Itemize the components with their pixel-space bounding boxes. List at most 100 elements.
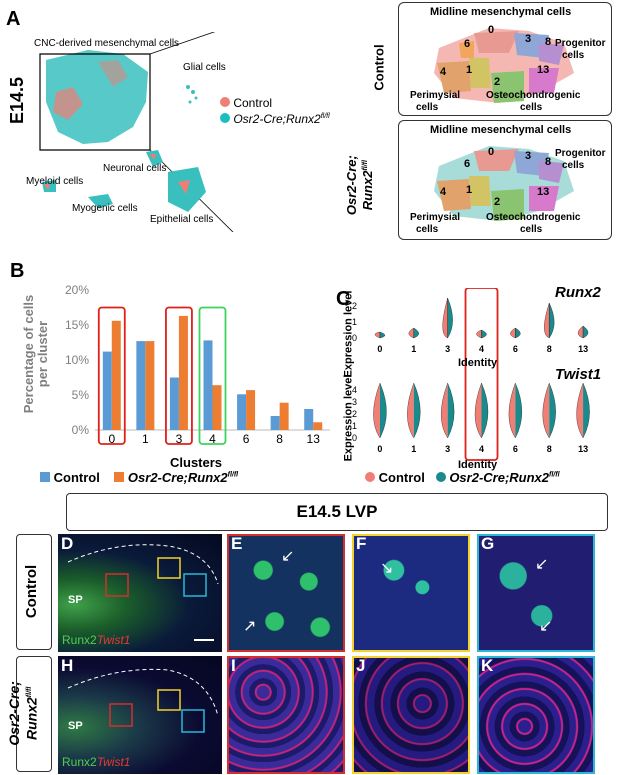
glial-label: Glial cells [183,62,226,73]
panel-letter-i: I [231,656,236,675]
lower-title-box: E14.5 LVP [66,493,608,531]
runx2-x-tick: 8 [547,344,552,354]
inset-control-plot [434,28,574,103]
violin-runx2-mutant-1 [413,327,419,339]
violin-twist1-control-6 [508,382,516,439]
violin-twist1-control-3 [440,382,448,439]
twist1-x-tick: 13 [578,444,588,454]
legend-b-mutant-sup: fl/fl [227,471,239,479]
h-sp: SP [68,720,83,732]
row-label-mutant-a-1: Osr2-Cre; [343,155,359,216]
inset-control [398,2,612,116]
d-outline [67,544,219,641]
legend-c-mutant: Osr2-Cre;Runx2 [449,470,550,485]
violin-twist1-control-4 [474,382,482,439]
d-sp: SP [68,594,83,606]
d-stain-twist1: Twist1 [96,633,131,647]
legend-c-control: Control [378,470,425,485]
runx2-y-tick: 1 [352,317,357,327]
legend-b-control: Control [53,470,100,485]
inset-m-cl2: 2 [494,196,501,208]
e-arrow-1: ↙ [281,548,295,565]
inset-c-osteo-1: Osteochondrogenic [486,90,581,101]
legend-b-swatch-control [40,472,50,482]
twist1-x-tick: 3 [445,444,450,454]
bar-control-1 [136,341,146,430]
violin-runx2-mutant-3 [447,297,453,339]
f-arrow: ↘ [380,560,394,577]
c-xlabel-1: Identity [458,357,498,369]
g-arrow-1: ↙ [535,556,549,573]
runx2-x-tick: 6 [513,344,518,354]
twist1-x-tick: 4 [479,444,484,454]
legend-b-swatch-mutant [114,472,125,482]
violin-runx2-control-13 [577,325,584,339]
y-tick-label: 15% [65,318,89,332]
cnc-label: CNC-derived mesenchymal cells [34,38,180,49]
panel-letter-a: A [6,8,21,30]
violin-twist1-control-1 [407,382,414,439]
legend-c-dot-mutant [435,472,446,482]
inset-m-progenitor-1: Progenitor [555,148,606,159]
bar-control-8 [270,416,280,430]
bar-mutant-8 [279,402,289,430]
inset-c-progenitor-1: Progenitor [555,38,606,49]
violin-runx2-control-4 [476,329,482,339]
inset-c-osteo-2: cells [520,102,543,113]
bar-mutant-4 [212,385,222,430]
bar-mutant-0 [111,320,121,430]
legend-a-mutant-sup: fl/fl [320,113,330,120]
violin-twist1-control-13 [576,382,584,439]
inset-m-cl4: 4 [440,186,447,198]
legend-c-mutant-sup: fl/fl [549,471,560,479]
twist1-x-tick: 6 [513,444,518,454]
twist1-y-tick: 3 [352,397,357,407]
lower-title: E14.5 LVP [296,502,378,521]
inset-m-cl6: 6 [464,158,471,170]
micrograph-f: ↘ [352,534,470,652]
b-xlabel: Clusters [170,455,223,470]
violin-twist1-mutant-3 [447,382,455,439]
legend-dot-mutant [220,113,230,123]
legend-a-control-label: Control [233,96,273,110]
g-arrow-2: ↙ [539,618,553,635]
legend-dot-control [220,97,230,107]
d-stain: Runx2Twist1 [62,633,130,647]
panel-letter-k: K [481,656,494,675]
y-tick-label: 10% [65,353,89,367]
h-outline [67,668,219,733]
legend-b: Control Osr2-Cre;Runx2fl/fl [40,470,238,485]
x-tick-label: 6 [243,432,250,446]
inset-c-progenitor-2: cells [562,50,585,61]
x-tick-label: 3 [176,432,183,446]
violin-twist1-mutant-1 [413,382,421,439]
d-stain-runx2: Runx2 [62,633,97,647]
violin-twist1-mutant-4 [481,382,489,439]
bar-chart: 0%5%10%15%20%0 1 3 4 6 8 13 [65,283,330,446]
violin-runx2-mutant-8 [549,302,555,339]
row-label-mutant-lower-1: Osr2-Cre; [5,681,22,746]
inset-c-midline: Midline mesenchymal cells [430,6,572,18]
inset-c-cl4: 4 [440,66,447,78]
twist1-x-tick: 1 [411,444,416,454]
c-gene2: Twist1 [555,366,602,383]
panel-letter-c: C [336,288,351,310]
panel-letter-b: B [10,260,25,282]
twist1-y-tick: 4 [352,385,357,395]
inset-c-cl6: 6 [464,38,471,50]
inset-m-cl3: 3 [525,150,532,162]
umap-plot [39,32,234,232]
panel-letter-j: J [356,656,366,675]
runx2-x-tick: 13 [578,344,588,354]
violin-runx2-control-3 [442,297,448,339]
bar-control-6 [237,394,247,430]
micrograph-k [477,656,595,774]
h-stain-twist1: Twist1 [96,755,131,769]
panel-letter-g: G [481,534,495,553]
inset-c-cl3: 3 [525,33,532,45]
legend-a-mutant-label: Osr2-Cre;Runx2 [233,112,321,126]
inset-m-cl13: 13 [537,186,550,198]
inset-mutant [398,120,612,240]
inset-m-perimysial-1: Perimysial [410,212,461,223]
micrograph-e: ↙ ↗ [227,534,345,652]
